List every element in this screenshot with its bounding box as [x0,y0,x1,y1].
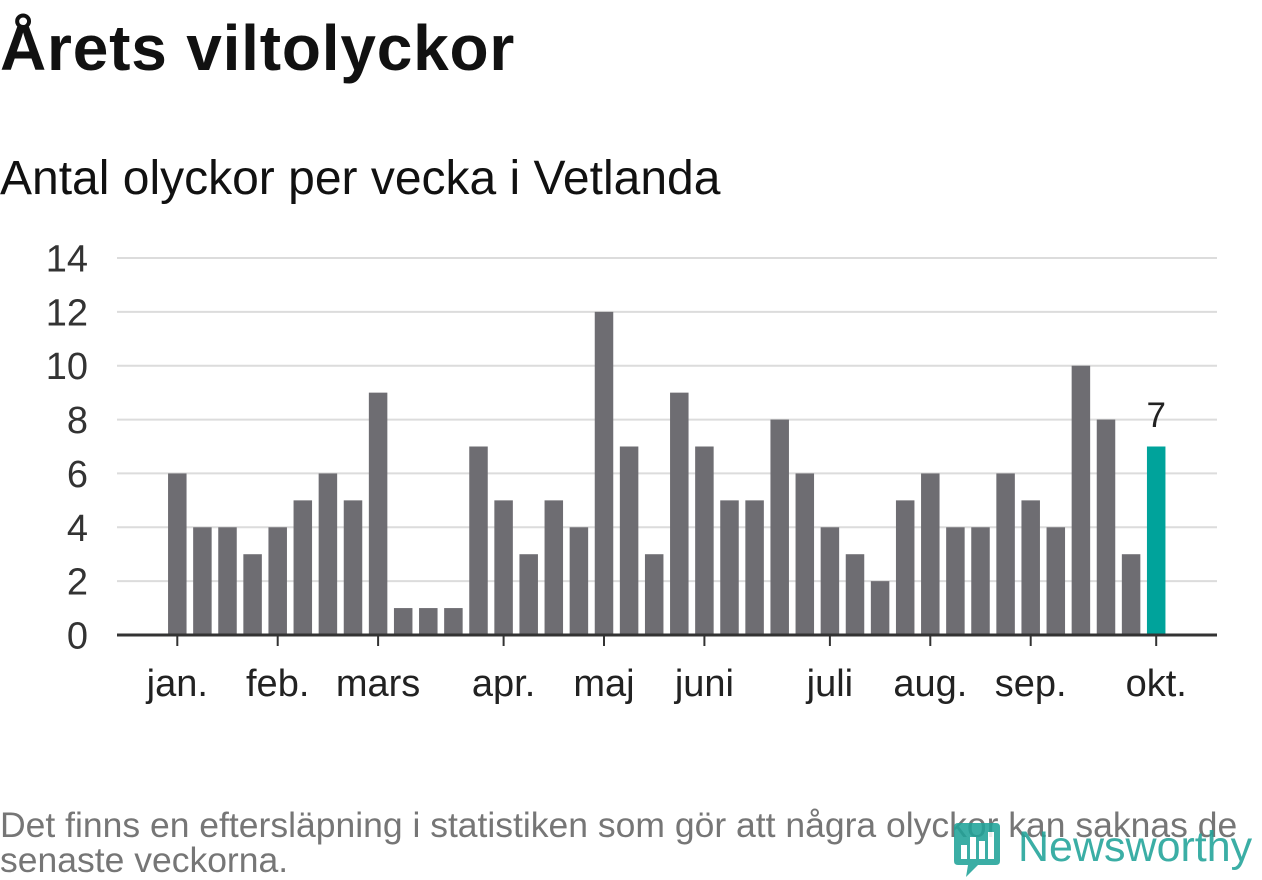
footnote-line: Det finns en eftersläpning i statistiken… [0,805,1238,845]
bar [519,554,538,635]
y-tick-label: 6 [67,454,88,496]
chart-title: Årets viltolyckor [0,12,516,84]
x-tick-label: sep. [995,663,1067,705]
bar [1021,500,1040,635]
x-tick-label: okt. [1126,663,1187,705]
bar [419,608,438,635]
bar [343,500,363,635]
bar [619,446,639,635]
bar [168,473,187,635]
x-tick-label: jan. [146,663,208,705]
bar [1046,527,1066,635]
bar [921,473,940,635]
bar [795,473,815,635]
y-tick-label: 0 [67,616,88,658]
bar [218,527,237,635]
bar [895,500,915,635]
x-tick-label: maj [573,663,634,705]
bar-highlighted [1146,446,1166,635]
x-tick-label: juni [674,663,734,705]
y-tick-label: 8 [67,400,88,442]
x-tick-label: juli [806,663,853,705]
bar [268,527,287,635]
bar [469,446,488,635]
bar [870,581,890,635]
bar [1096,419,1116,635]
chart-subtitle: Antal olyckor per vecka i Vetlanda [0,152,721,205]
bar [946,527,965,635]
bar [720,500,739,635]
y-axis-labels: 0 2 4 6 8 10 12 14 [46,239,88,658]
bar [293,500,313,635]
bar [996,473,1015,635]
bar [770,419,789,635]
bar [444,608,463,635]
bar [544,500,564,635]
bar [644,554,664,635]
bar [1071,365,1091,635]
bar [569,527,589,635]
y-tick-label: 4 [67,508,88,550]
newsworthy-logo-icon [954,823,1000,877]
bar [594,311,614,635]
newsworthy-logo: Newsworthy [952,821,1252,878]
bar [368,392,388,635]
y-tick-label: 14 [46,239,88,281]
bar [494,500,513,635]
bar-chart: 0 2 4 6 8 10 12 14 jan. feb. mars apr. maj juni juli au… [46,239,1217,705]
bar [845,554,865,635]
data-label: 7 [1146,396,1165,435]
y-tick-label: 10 [46,346,88,388]
bar [1121,554,1141,635]
bar [193,527,212,635]
bar [318,473,338,635]
x-tick-label: mars [336,663,420,705]
x-tick-label: aug. [893,663,967,705]
bar [745,500,764,635]
bar [670,392,689,635]
y-tick-label: 2 [67,562,88,604]
x-tick-label: apr. [472,663,535,705]
bars [168,311,1166,635]
footnote: Det finns en eftersläpning i statistiken… [0,805,1238,880]
x-axis-ticks: jan. feb. mars apr. maj juni juli aug. sep. okt. [146,635,1187,705]
y-tick-label: 12 [46,292,88,334]
logo-wordmark: Newsworthy [1018,823,1253,871]
bar [971,527,990,635]
bar [393,608,413,635]
bar [243,554,262,635]
bar [695,446,714,635]
footnote-line: senaste veckorna. [0,840,289,880]
x-tick-label: feb. [246,663,309,705]
bar [820,527,840,635]
